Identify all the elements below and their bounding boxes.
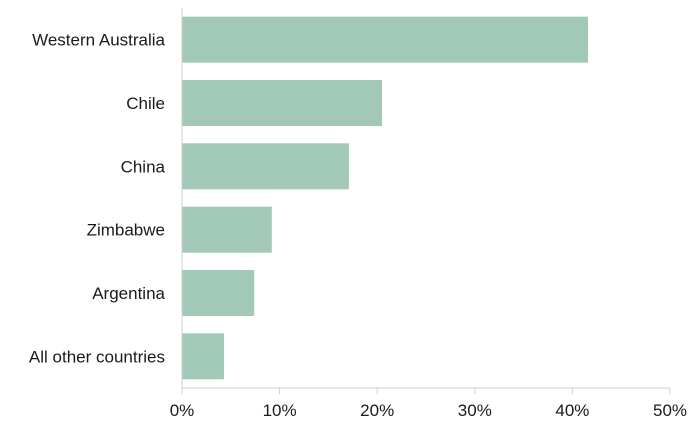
bar-argentina bbox=[182, 270, 255, 316]
x-tick-label: 50% bbox=[653, 401, 687, 420]
bar-zimbabwe bbox=[182, 206, 272, 253]
x-tick-label: 20% bbox=[360, 401, 394, 420]
category-label: Zimbabwe bbox=[87, 221, 165, 240]
category-label: Western Australia bbox=[32, 31, 165, 50]
bar-china bbox=[182, 143, 349, 190]
bar-chile bbox=[182, 80, 383, 126]
category-label: China bbox=[121, 157, 166, 176]
x-tick-label: 10% bbox=[263, 401, 297, 420]
x-axis: 0% 10% 20% 30% 40% 50% bbox=[170, 387, 687, 420]
category-label: Argentina bbox=[92, 284, 165, 303]
category-label: Chile bbox=[126, 94, 165, 113]
x-tick-label: 0% bbox=[170, 401, 195, 420]
bar-all-other-countries bbox=[182, 333, 224, 380]
category-label: All other countries bbox=[29, 347, 165, 366]
bars-group bbox=[182, 16, 589, 380]
x-tick-label: 30% bbox=[458, 401, 492, 420]
x-tick-label: 40% bbox=[555, 401, 589, 420]
y-axis: Western Australia Chile China Zimbabwe Argen… bbox=[29, 8, 183, 388]
bar-western-australia bbox=[182, 16, 589, 63]
